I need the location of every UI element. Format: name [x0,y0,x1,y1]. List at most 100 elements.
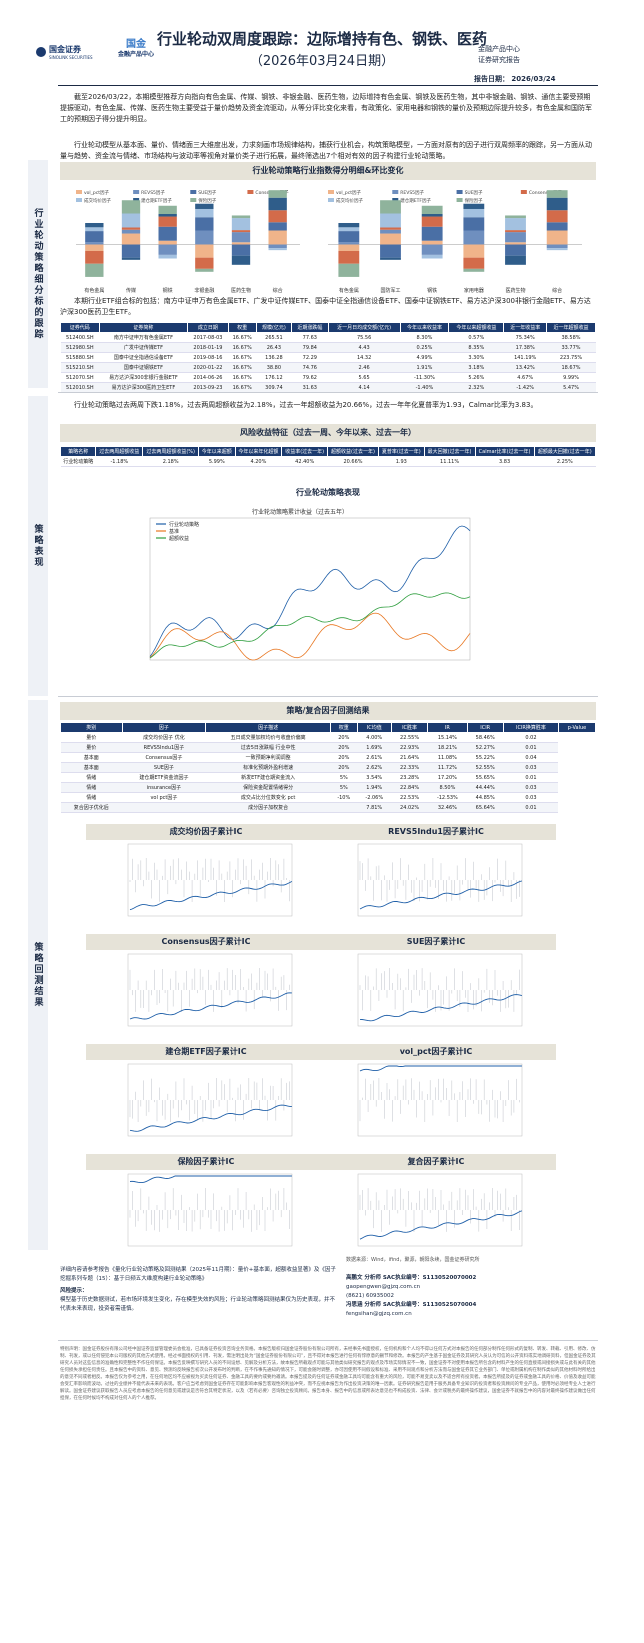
score-bar-segment [85,227,104,232]
legend-swatch [133,190,140,194]
table-cell: vol pct因子 [122,792,206,803]
score-bar-segment [338,227,360,232]
table-cell: 2013-09-23 [187,382,229,393]
score-bar-segment [195,203,214,209]
score-bar-segment [505,255,526,265]
factor-chart-title: vol_pct因子累计IC [316,1044,556,1060]
table-cell: 2.32% [448,382,504,393]
table-cell: 建仓期ETF资金流因子 [122,772,206,783]
risk-col-header: 夏普率(过去一年) [377,446,425,457]
risk-col-header: 策略名称 [59,446,97,457]
table-cell: 21.64% [391,752,428,763]
table-cell: 南方中证申万有色金属ETF [99,332,188,343]
legend-label: 成交均价因子 [336,197,363,204]
score-bar-segment [121,229,141,234]
table-cell: 情绪 [60,772,123,783]
table-cell: 512400.SH [60,332,100,343]
table-cell: 0.03 [503,792,559,803]
table-row: 基本面 Consensus因子 一致预期净利润调整 20% 2.61% 21.64% 11.… [60,752,596,763]
table-cell: 20.66% [327,456,379,467]
table-cell: 16.67% [228,362,257,373]
table-cell: 易方达沪深300医药卫生ETF [99,382,188,393]
table-cell: 1.69% [357,742,392,753]
table-cell: 75.34% [503,332,547,343]
factor-ic-chart: REVS5Indu1因子累计IC [316,824,556,928]
risk-col-header: 最大回撤(过去一年) [423,446,476,457]
analyst-1-email[interactable]: gaopengwen@gjzq.com.cn [346,1284,421,1290]
table-cell: 79.62 [291,372,329,383]
factor-banner: 策略/复合因子回测结果 [60,702,596,720]
reference-note: 详细内容请参考报告《量化行业轮动策略及回测结果（2025年11月期）：量价+基本… [60,1267,336,1282]
factor-ic-chart: 保险因子累计IC [86,1154,326,1258]
table-cell: 基本面 [60,762,123,773]
table-row: 512070.SH 易方达沪深300非银行金融ETF 2014-06-26 16.67… [60,372,596,383]
score-bar-segment [505,218,526,231]
table-cell [330,802,358,813]
table-row: 量价 成交均价因子 优化 五日成交量加权均价与收盘价偏离 20% 4.00% 22.55%… [60,732,596,743]
table-cell: 75.56 [328,332,401,343]
score-bar-segment [421,214,443,217]
analyst-2-email[interactable]: fengsihan@gjzq.com.cn [346,1311,412,1317]
score-bar-segment [231,215,251,219]
plot-frame [149,517,471,661]
score-bar-segment [85,263,104,277]
score-bar-segment [231,244,251,256]
table-cell: SUE因子 [122,762,206,773]
table-cell: 8.35% [448,342,504,353]
factor-ic-chart: 建仓期ETF因子累计IC [86,1044,326,1148]
factor-ic-plot [357,843,523,917]
legend-label: 行业轮动策略 [169,521,199,528]
score-bar-segment [338,250,360,264]
table-cell: 17.38% [503,342,547,353]
score-bar-segment [158,244,177,255]
table-cell: 0.03 [503,762,559,773]
table-row: 情绪 insurance因子 保险资金配置情绪得分 5% 1.94% 22.84% 8.50… [60,782,596,793]
risk-col-header: 超额收益(过去一年) [327,446,379,457]
nav-series-line [149,592,471,659]
table-cell: 2019-08-16 [187,352,229,363]
analyst-2: 冯思涵 分析师 SAC执业编号：S1130525070004 [346,1302,477,1308]
report-header: 国金证券 SINOLINK SECURITIES 国金 金融产品中心 行业轮动双周… [0,0,644,90]
table-cell: 55.65% [467,772,504,783]
table-cell: 16.67% [228,332,257,343]
legend-item: REVS5因子 [392,189,425,196]
score-bar-segment [380,229,401,234]
score-bar-segment [546,222,568,231]
table-cell: -11.30% [400,372,449,383]
table-cell: 2.25% [534,456,596,467]
score-bar-segment [158,240,177,245]
table-cell: 55.22% [467,752,504,763]
legend-swatch [456,198,463,202]
table-cell: 15.14% [427,732,467,743]
score-bar-segment [195,268,214,272]
plot-frame [357,1063,523,1137]
score-bar-segment [463,208,485,218]
factor-chart-title: SUE因子累计IC [316,934,556,950]
factor-chart-title: REVS5Indu1因子累计IC [316,824,556,840]
cumulative-ic-line [129,1175,292,1184]
nav-series-line [149,525,471,657]
divider [58,1340,598,1341]
divider [58,696,598,697]
factor-col-header: IC均值 [356,722,392,733]
score-bar-segment [421,244,443,255]
performance-text: 行业轮动策略过去两周下跌1.18%，过去两周超额收益为2.18%，过去一年超额收… [74,401,538,409]
product-logo-sub: 金融产品中心 [118,51,155,58]
score-bar-segment [380,227,401,230]
brand-logo: 国金证券 SINOLINK SECURITIES [36,44,93,60]
plot-frame [357,953,523,1027]
table-cell: 0.03 [503,782,559,793]
legend-label: 成交均价因子 [84,197,111,204]
report-title: 行业轮动双周度跟踪：边际增持有色、钢铁、医药 [156,30,487,48]
table-row: 515210.SH 国泰中证钢铁ETF 2020-01-22 16.67% 38.80 7… [60,362,596,373]
table-cell: 512010.SH [60,382,100,393]
etf-col-header: 今年以来超额收益 [448,322,505,333]
section-label-performance: 策略表现 [28,396,48,696]
risk-col-header: 超额最大回撤(过去一年) [533,446,597,457]
table-cell: 3.30% [448,352,504,363]
factor-ic-chart: vol_pct因子累计IC [316,1044,556,1148]
score-bar-segment [463,257,485,269]
